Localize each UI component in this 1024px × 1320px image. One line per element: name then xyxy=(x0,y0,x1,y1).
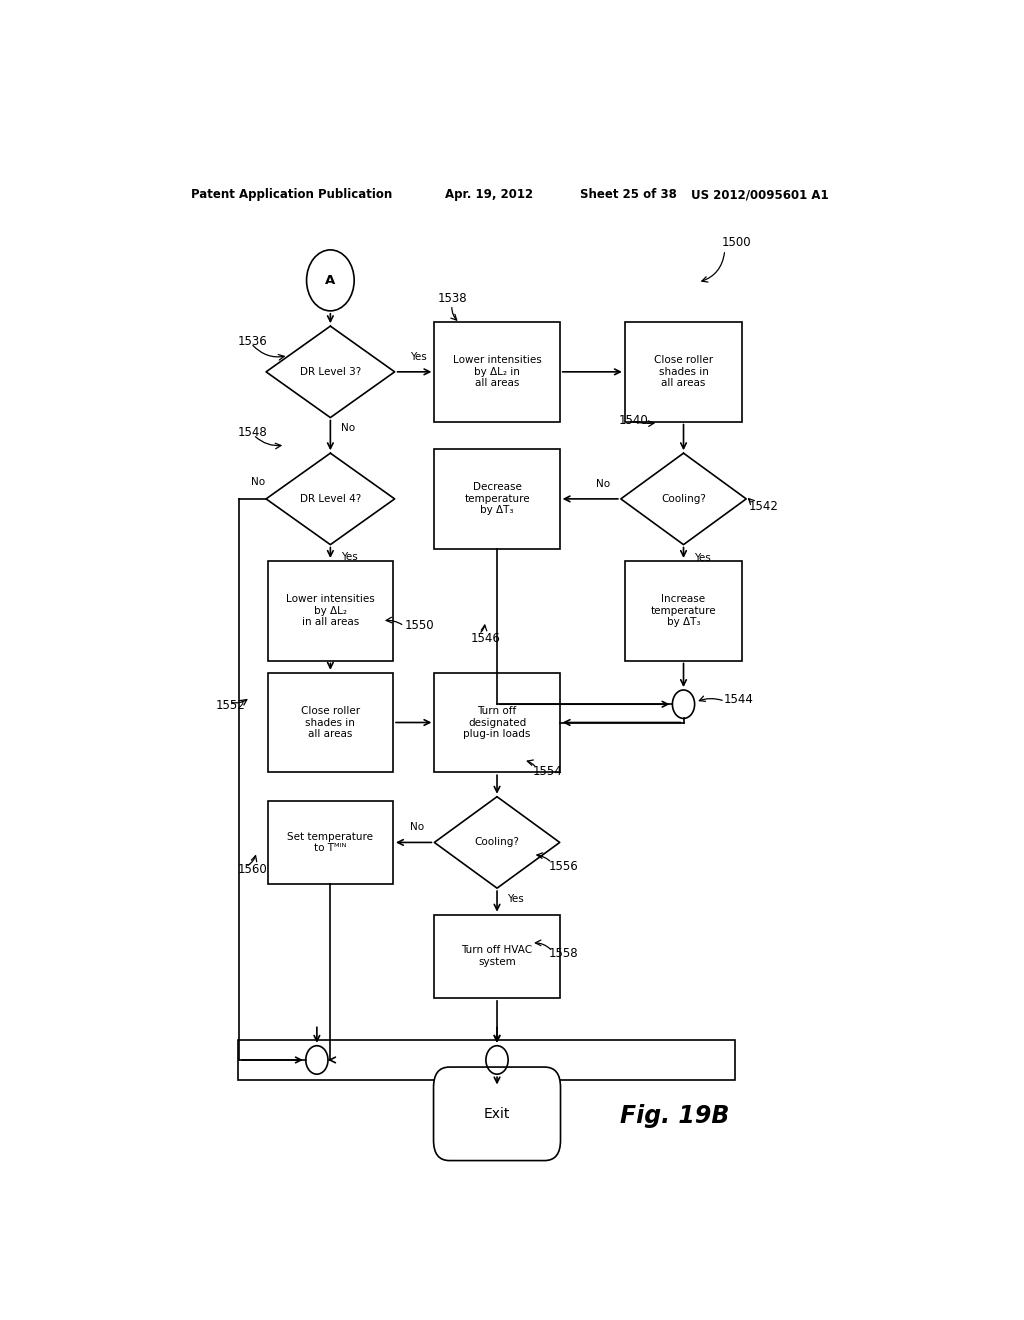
Text: Fig. 19B: Fig. 19B xyxy=(620,1104,729,1127)
FancyBboxPatch shape xyxy=(267,673,393,772)
Text: Increase
temperature
by ΔT₃: Increase temperature by ΔT₃ xyxy=(650,594,717,627)
FancyBboxPatch shape xyxy=(434,915,560,998)
Text: 1500: 1500 xyxy=(722,236,752,249)
FancyBboxPatch shape xyxy=(238,1040,735,1080)
Text: Sheet 25 of 38: Sheet 25 of 38 xyxy=(581,189,677,202)
FancyBboxPatch shape xyxy=(267,801,393,884)
Text: No: No xyxy=(251,477,265,487)
Text: Set temperature
to Tᴹᴵᴺ: Set temperature to Tᴹᴵᴺ xyxy=(288,832,374,853)
Text: 1554: 1554 xyxy=(532,764,562,777)
FancyBboxPatch shape xyxy=(434,322,560,421)
FancyBboxPatch shape xyxy=(267,561,393,660)
FancyBboxPatch shape xyxy=(434,673,560,772)
Text: Decrease
temperature
by ΔT₃: Decrease temperature by ΔT₃ xyxy=(464,482,529,516)
Text: Yes: Yes xyxy=(341,552,357,562)
Text: No: No xyxy=(341,422,354,433)
Text: 1558: 1558 xyxy=(549,946,579,960)
FancyBboxPatch shape xyxy=(625,561,742,660)
Text: Turn off
designated
plug-in loads: Turn off designated plug-in loads xyxy=(463,706,530,739)
Text: 1546: 1546 xyxy=(471,632,501,644)
Text: Yes: Yes xyxy=(410,351,426,362)
Text: Lower intensities
by ΔL₂ in
all areas: Lower intensities by ΔL₂ in all areas xyxy=(453,355,542,388)
Text: Patent Application Publication: Patent Application Publication xyxy=(191,189,393,202)
Text: Yes: Yes xyxy=(694,553,711,562)
Text: 1538: 1538 xyxy=(437,292,467,305)
FancyBboxPatch shape xyxy=(434,449,560,549)
Text: Cooling?: Cooling? xyxy=(474,837,519,847)
Text: US 2012/0095601 A1: US 2012/0095601 A1 xyxy=(691,189,829,202)
Text: Lower intensities
by ΔL₂
in all areas: Lower intensities by ΔL₂ in all areas xyxy=(286,594,375,627)
Text: No: No xyxy=(410,822,424,833)
Text: 1544: 1544 xyxy=(723,693,753,706)
Text: Yes: Yes xyxy=(507,895,524,904)
Text: A: A xyxy=(326,273,336,286)
Text: 1536: 1536 xyxy=(238,335,267,348)
Text: Close roller
shades in
all areas: Close roller shades in all areas xyxy=(301,706,359,739)
Text: DR Level 4?: DR Level 4? xyxy=(300,494,361,504)
Text: Turn off HVAC
system: Turn off HVAC system xyxy=(462,945,532,968)
FancyBboxPatch shape xyxy=(433,1067,560,1160)
Text: No: No xyxy=(596,479,610,488)
Text: Cooling?: Cooling? xyxy=(662,494,706,504)
Text: 1556: 1556 xyxy=(549,861,579,874)
Text: Apr. 19, 2012: Apr. 19, 2012 xyxy=(445,189,534,202)
Text: 1548: 1548 xyxy=(238,426,267,440)
Text: 1550: 1550 xyxy=(404,619,434,632)
Text: Exit: Exit xyxy=(483,1106,510,1121)
Text: DR Level 3?: DR Level 3? xyxy=(300,367,361,376)
Text: 1552: 1552 xyxy=(215,698,245,711)
Text: Close roller
shades in
all areas: Close roller shades in all areas xyxy=(654,355,713,388)
Text: 1560: 1560 xyxy=(238,863,267,876)
Text: 1540: 1540 xyxy=(618,414,648,428)
Text: 1542: 1542 xyxy=(749,499,778,512)
FancyBboxPatch shape xyxy=(625,322,742,421)
